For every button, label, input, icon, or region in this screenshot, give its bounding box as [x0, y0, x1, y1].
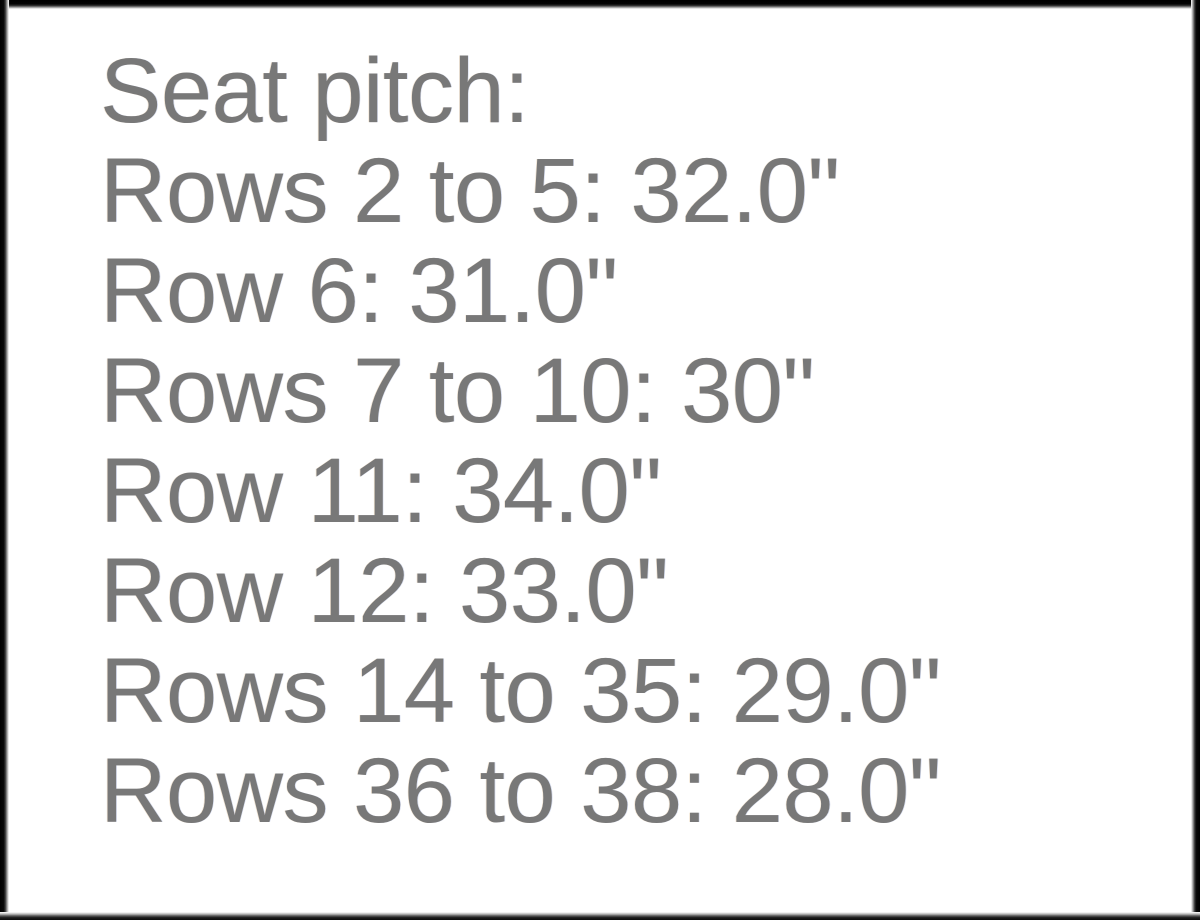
frame-border-right	[1191, 0, 1200, 920]
seat-pitch-heading: Seat pitch:	[100, 40, 530, 142]
seat-pitch-row-row-12: Row 12: 33.0"	[100, 540, 669, 642]
frame-border-left	[0, 0, 9, 920]
frame-border-bottom	[0, 912, 1200, 920]
seat-pitch-list: Seat pitch: Rows 2 to 5: 32.0" Row 6: 31…	[100, 41, 1110, 841]
seat-pitch-row-rows-7-to-10: Rows 7 to 10: 30"	[100, 340, 815, 442]
seat-pitch-row-rows-36-to-38: Rows 36 to 38: 28.0"	[100, 740, 941, 842]
seat-pitch-row-row-6: Row 6: 31.0"	[100, 240, 618, 342]
seat-pitch-row-rows-14-to-35: Rows 14 to 35: 29.0"	[100, 640, 941, 742]
frame-border-top	[0, 0, 1200, 9]
info-panel: Seat pitch: Rows 2 to 5: 32.0" Row 6: 31…	[9, 9, 1191, 912]
seat-pitch-row-row-11: Row 11: 34.0"	[100, 440, 662, 542]
seat-pitch-row-rows-2-to-5: Rows 2 to 5: 32.0"	[100, 140, 840, 242]
